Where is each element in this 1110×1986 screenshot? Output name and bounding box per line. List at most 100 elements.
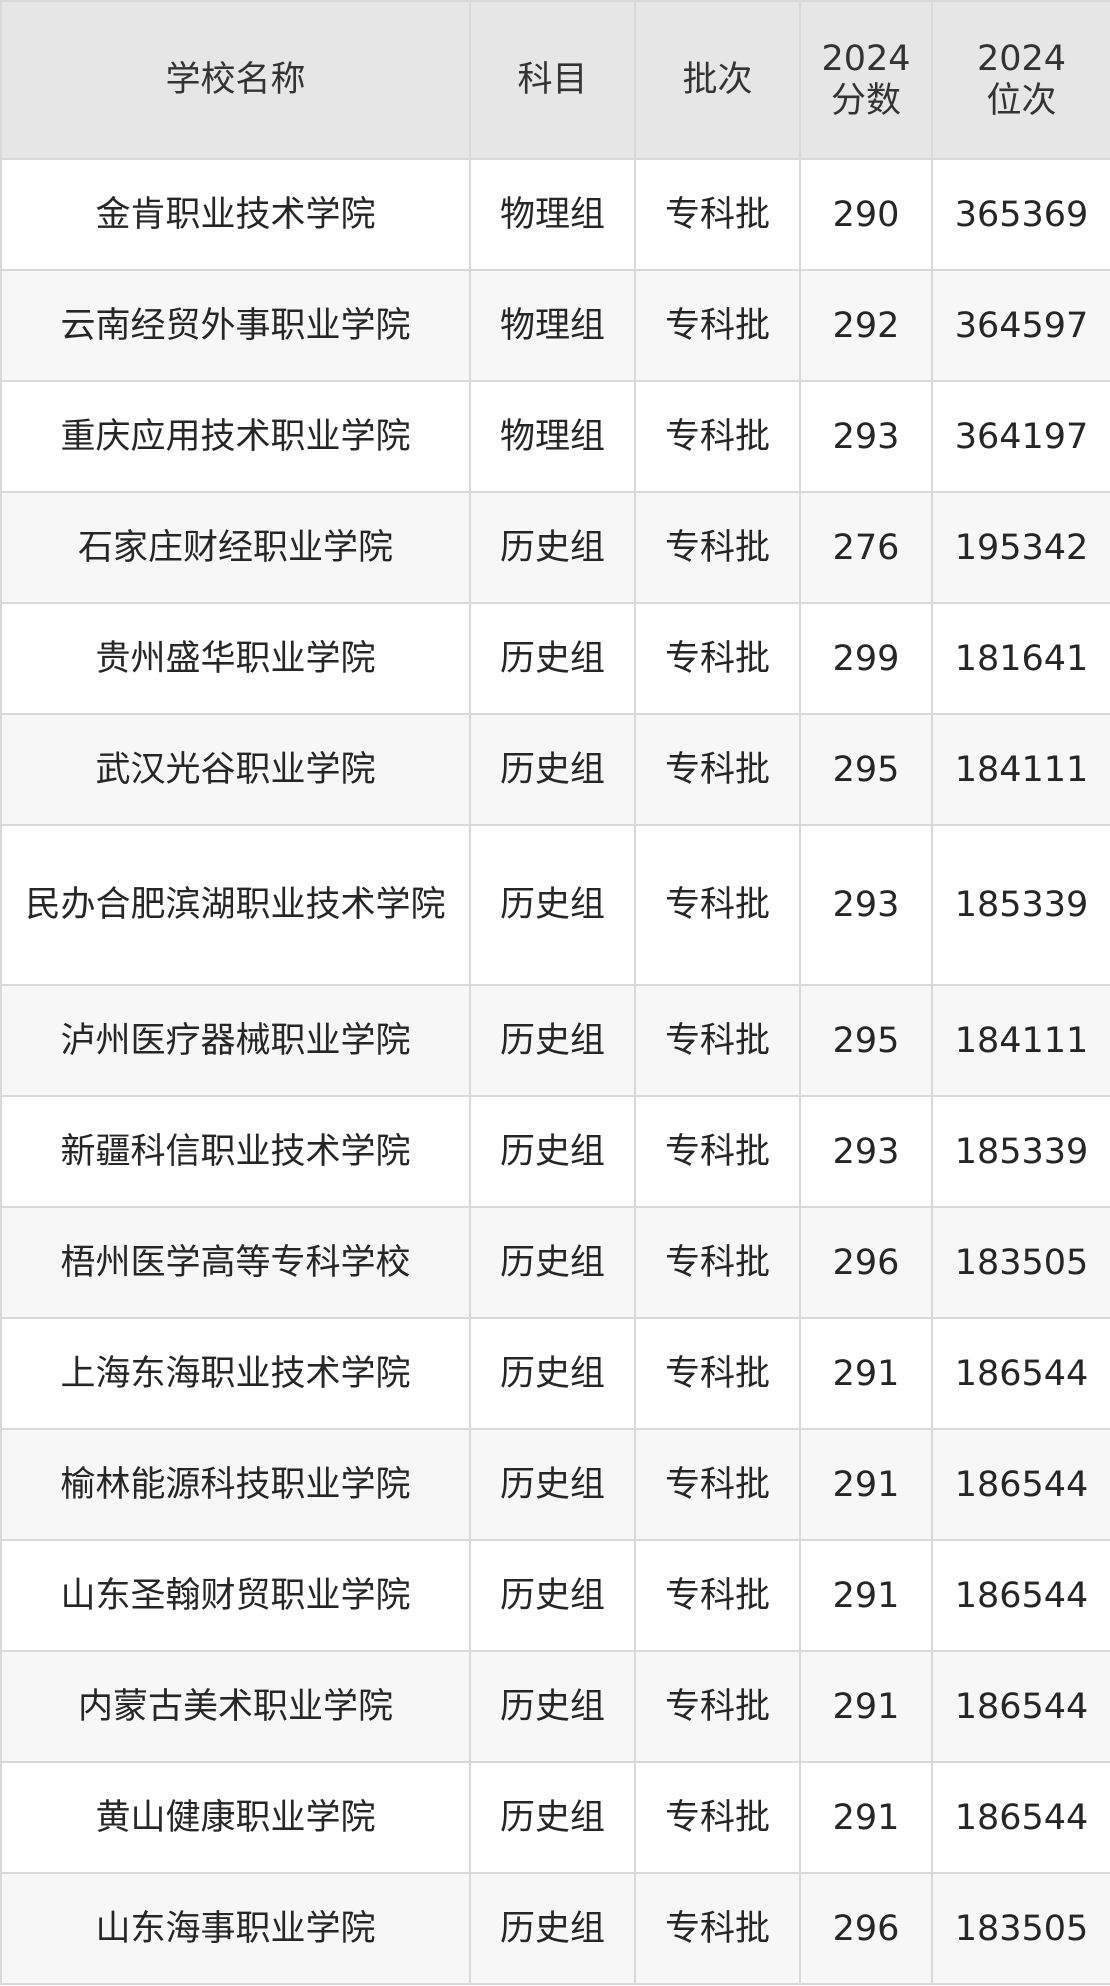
cell-rank-2024: 185339 <box>931 1095 1110 1208</box>
cell-rank-2024: 183505 <box>931 1872 1110 1985</box>
header-row: 学校名称 科目 批次 2024 分数 2024 位次 <box>0 0 1110 160</box>
cell-school-name: 山东圣翰财贸职业学院 <box>0 1539 471 1652</box>
cell-rank-2024: 365369 <box>931 158 1110 271</box>
cell-batch: 专科批 <box>634 1872 801 1985</box>
cell-score-2024: 291 <box>799 1650 933 1763</box>
cell-subject: 历史组 <box>469 824 636 986</box>
table-row: 金肯职业技术学院 物理组 专科批 290 365369 <box>0 158 1110 271</box>
table-header: 学校名称 科目 批次 2024 分数 2024 位次 <box>0 0 1110 160</box>
header-score-2024: 2024 分数 <box>799 0 933 160</box>
cell-batch: 专科批 <box>634 1428 801 1541</box>
cell-rank-2024: 186544 <box>931 1428 1110 1541</box>
cell-batch: 专科批 <box>634 713 801 826</box>
cell-score-2024: 299 <box>799 602 933 715</box>
table-row: 榆林能源科技职业学院 历史组 专科批 291 186544 <box>0 1428 1110 1541</box>
cell-subject: 物理组 <box>469 158 636 271</box>
cell-subject: 历史组 <box>469 1539 636 1652</box>
cell-school-name: 云南经贸外事职业学院 <box>0 269 471 382</box>
cell-school-name: 内蒙古美术职业学院 <box>0 1650 471 1763</box>
cell-school-name: 泸州医疗器械职业学院 <box>0 984 471 1097</box>
cell-batch: 专科批 <box>634 1206 801 1319</box>
cell-rank-2024: 186544 <box>931 1761 1110 1874</box>
cell-score-2024: 293 <box>799 1095 933 1208</box>
cell-school-name: 黄山健康职业学院 <box>0 1761 471 1874</box>
cell-rank-2024: 186544 <box>931 1539 1110 1652</box>
cell-subject: 物理组 <box>469 380 636 493</box>
table-row: 山东海事职业学院 历史组 专科批 296 183505 <box>0 1872 1110 1985</box>
cell-score-2024: 296 <box>799 1206 933 1319</box>
cell-batch: 专科批 <box>634 824 801 986</box>
table-row: 山东圣翰财贸职业学院 历史组 专科批 291 186544 <box>0 1539 1110 1652</box>
cell-rank-2024: 364197 <box>931 380 1110 493</box>
header-school-name: 学校名称 <box>0 0 471 160</box>
cell-batch: 专科批 <box>634 984 801 1097</box>
cell-rank-2024: 186544 <box>931 1650 1110 1763</box>
cell-subject: 历史组 <box>469 1317 636 1430</box>
cell-score-2024: 292 <box>799 269 933 382</box>
cell-rank-2024: 184111 <box>931 984 1110 1097</box>
cell-school-name: 民办合肥滨湖职业技术学院 <box>0 824 471 986</box>
cell-score-2024: 291 <box>799 1539 933 1652</box>
cell-batch: 专科批 <box>634 269 801 382</box>
cell-batch: 专科批 <box>634 158 801 271</box>
header-rank-2024: 2024 位次 <box>931 0 1110 160</box>
cell-rank-2024: 364597 <box>931 269 1110 382</box>
cell-subject: 历史组 <box>469 1206 636 1319</box>
cell-batch: 专科批 <box>634 1761 801 1874</box>
cell-subject: 历史组 <box>469 984 636 1097</box>
cell-school-name: 贵州盛华职业学院 <box>0 602 471 715</box>
cell-score-2024: 295 <box>799 984 933 1097</box>
cell-school-name: 榆林能源科技职业学院 <box>0 1428 471 1541</box>
cell-school-name: 武汉光谷职业学院 <box>0 713 471 826</box>
cell-batch: 专科批 <box>634 491 801 604</box>
cell-subject: 物理组 <box>469 269 636 382</box>
cell-subject: 历史组 <box>469 491 636 604</box>
cell-batch: 专科批 <box>634 1539 801 1652</box>
cell-batch: 专科批 <box>634 380 801 493</box>
cell-school-name: 梧州医学高等专科学校 <box>0 1206 471 1319</box>
table-row: 上海东海职业技术学院 历史组 专科批 291 186544 <box>0 1317 1110 1430</box>
table-row: 武汉光谷职业学院 历史组 专科批 295 184111 <box>0 713 1110 826</box>
header-batch: 批次 <box>634 0 801 160</box>
cell-rank-2024: 185339 <box>931 824 1110 986</box>
table-row: 新疆科信职业技术学院 历史组 专科批 293 185339 <box>0 1095 1110 1208</box>
cell-rank-2024: 184111 <box>931 713 1110 826</box>
cell-score-2024: 276 <box>799 491 933 604</box>
cell-score-2024: 291 <box>799 1761 933 1874</box>
header-subject: 科目 <box>469 0 636 160</box>
table-row: 石家庄财经职业学院 历史组 专科批 276 195342 <box>0 491 1110 604</box>
cell-score-2024: 291 <box>799 1317 933 1430</box>
cell-school-name: 山东海事职业学院 <box>0 1872 471 1985</box>
cell-batch: 专科批 <box>634 1317 801 1430</box>
cell-score-2024: 290 <box>799 158 933 271</box>
cell-school-name: 石家庄财经职业学院 <box>0 491 471 604</box>
cell-batch: 专科批 <box>634 602 801 715</box>
table-row: 内蒙古美术职业学院 历史组 专科批 291 186544 <box>0 1650 1110 1763</box>
cell-subject: 历史组 <box>469 1761 636 1874</box>
table-row: 云南经贸外事职业学院 物理组 专科批 292 364597 <box>0 269 1110 382</box>
cell-school-name: 重庆应用技术职业学院 <box>0 380 471 493</box>
table-row: 重庆应用技术职业学院 物理组 专科批 293 364197 <box>0 380 1110 493</box>
cell-batch: 专科批 <box>634 1650 801 1763</box>
cell-score-2024: 293 <box>799 824 933 986</box>
cell-subject: 历史组 <box>469 1872 636 1985</box>
cell-school-name: 新疆科信职业技术学院 <box>0 1095 471 1208</box>
cell-rank-2024: 195342 <box>931 491 1110 604</box>
table-row: 泸州医疗器械职业学院 历史组 专科批 295 184111 <box>0 984 1110 1097</box>
cell-rank-2024: 186544 <box>931 1317 1110 1430</box>
cell-subject: 历史组 <box>469 1428 636 1541</box>
table-row: 民办合肥滨湖职业技术学院 历史组 专科批 293 185339 <box>0 824 1110 986</box>
table-row: 贵州盛华职业学院 历史组 专科批 299 181641 <box>0 602 1110 715</box>
cell-rank-2024: 183505 <box>931 1206 1110 1319</box>
table-row: 梧州医学高等专科学校 历史组 专科批 296 183505 <box>0 1206 1110 1319</box>
table-row: 黄山健康职业学院 历史组 专科批 291 186544 <box>0 1761 1110 1874</box>
cell-score-2024: 296 <box>799 1872 933 1985</box>
cell-score-2024: 295 <box>799 713 933 826</box>
cell-subject: 历史组 <box>469 1095 636 1208</box>
table-body: 金肯职业技术学院 物理组 专科批 290 365369 云南经贸外事职业学院 物理组 专科批 2… <box>0 158 1110 1985</box>
cell-score-2024: 293 <box>799 380 933 493</box>
cell-score-2024: 291 <box>799 1428 933 1541</box>
cell-rank-2024: 181641 <box>931 602 1110 715</box>
cell-school-name: 金肯职业技术学院 <box>0 158 471 271</box>
